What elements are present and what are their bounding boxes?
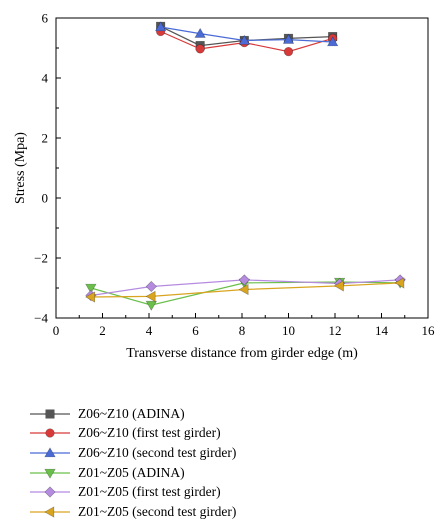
- y-tick-label: 6: [42, 11, 49, 26]
- legend-item: Z01~Z05 (second test girder): [30, 502, 440, 522]
- legend-item: Z06~Z10 (second test girder): [30, 443, 440, 463]
- legend-label: Z01~Z05 (first test girder): [78, 484, 221, 500]
- data-point: [85, 283, 97, 294]
- x-tick-label: 10: [282, 323, 295, 338]
- legend-label: Z06~Z10 (first test girder): [78, 425, 221, 441]
- y-tick-label: 2: [42, 131, 49, 146]
- legend-label: Z06~Z10 (second test girder): [78, 444, 237, 460]
- x-tick-label: 0: [53, 323, 60, 338]
- data-point: [333, 280, 344, 292]
- data-point: [238, 34, 251, 45]
- plot-border: [55, 17, 429, 319]
- legend-item: Z06~Z10 (first test girder): [30, 424, 440, 444]
- series-3: [154, 21, 339, 47]
- legend-swatch: [30, 447, 70, 458]
- data-point: [145, 300, 158, 311]
- data-point: [326, 36, 339, 47]
- legend-swatch: [30, 486, 70, 498]
- y-tick-label: −4: [34, 311, 48, 326]
- x-axis-label: Transverse distance from girder edge (m): [126, 346, 358, 361]
- x-axis-ticks: 0 2 4 6 8 10 12 14 16: [53, 313, 435, 338]
- y-tick-label: 4: [42, 71, 49, 86]
- data-point: [394, 277, 405, 289]
- legend-label: Z06~Z10 (ADINA): [78, 405, 185, 421]
- legend-item: Z06~Z10 (ADINA): [30, 404, 440, 424]
- x-tick-label: 12: [329, 323, 342, 338]
- legend-swatch: [30, 409, 70, 419]
- series-layer: [85, 21, 406, 311]
- data-point: [282, 33, 295, 44]
- x-tick-label: 14: [375, 323, 389, 338]
- data-point: [283, 46, 294, 57]
- y-tick-label: −2: [34, 251, 48, 266]
- y-axis-ticks: −4 −2 0 2 4 6: [34, 11, 61, 326]
- series-6: [85, 277, 405, 303]
- x-tick-label: 4: [146, 323, 153, 338]
- data-point: [85, 291, 96, 303]
- legend-item: Z01~Z05 (ADINA): [30, 463, 440, 483]
- data-point: [145, 290, 156, 303]
- data-point: [154, 21, 167, 32]
- legend-swatch: [30, 428, 70, 438]
- data-point: [238, 283, 249, 296]
- plot-frame: [55, 17, 429, 319]
- x-tick-label: 6: [192, 323, 199, 338]
- x-tick-label: 2: [99, 323, 106, 338]
- x-tick-label: 8: [239, 323, 246, 338]
- data-point: [195, 44, 205, 54]
- legend-swatch: [30, 506, 70, 518]
- stress-line-chart: 0 2 4 6 8 10 12 14 16 −4 −2 0 2 4 6 Transverse distan…: [13, 11, 435, 362]
- legend-item: Z01~Z05 (first test girder): [30, 482, 440, 502]
- legend-label: Z01~Z05 (ADINA): [78, 464, 185, 480]
- chart-legend: Z06~Z10 (ADINA) Z06~Z10 (first test girde…: [30, 404, 440, 522]
- data-point: [145, 280, 157, 293]
- legend-label: Z01~Z05 (second test girder): [78, 503, 237, 519]
- y-tick-label: 0: [42, 191, 49, 206]
- legend-swatch: [30, 468, 70, 479]
- data-point: [238, 274, 250, 286]
- x-tick-label: 16: [422, 323, 436, 338]
- y-axis-label: Stress (Mpa): [13, 132, 28, 204]
- data-point: [194, 27, 206, 38]
